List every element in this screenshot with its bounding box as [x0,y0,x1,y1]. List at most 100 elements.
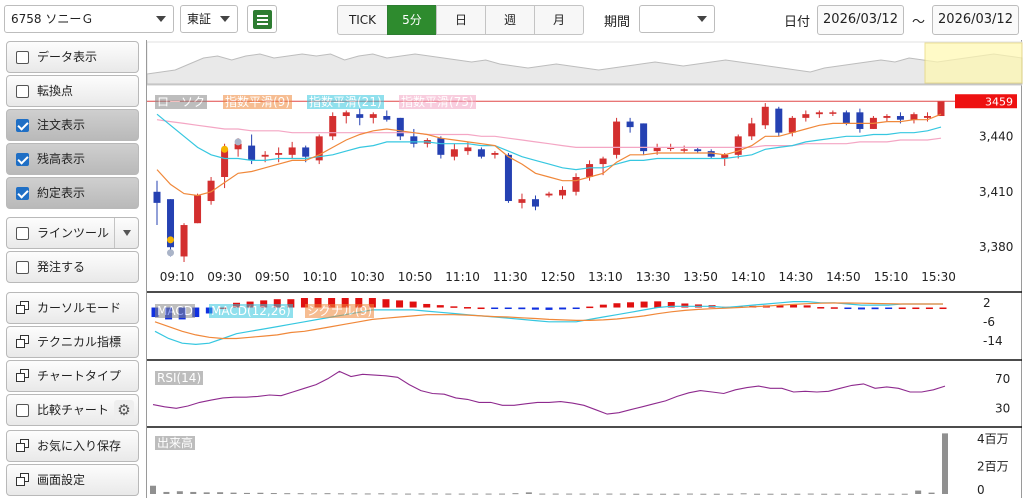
legend-ema75: 指数平滑(75) [399,95,476,109]
place-order-toggle[interactable]: 発注する [6,251,139,283]
candle [437,138,445,155]
candle [761,106,769,126]
date-from-input[interactable]: 2026/03/12 [817,5,904,35]
turning-point-toggle[interactable]: 転換点 [6,75,139,107]
window-icon [16,301,30,315]
line-tool-dropdown[interactable] [114,218,140,248]
chevron-down-icon [220,16,230,22]
legend-macd-line: MACD(12,26) [209,304,293,318]
tab-month[interactable]: 月 [534,5,584,35]
volume-bar [512,493,519,495]
tab-tick[interactable]: TICK [337,5,388,35]
screen-settings-button[interactable]: 画面設定 [6,464,139,496]
candle [653,147,661,152]
macd-bar [586,306,594,309]
legend-signal: シグナル(9) [305,304,374,318]
candle [842,112,850,124]
candle [531,199,539,207]
volume-bar [727,493,734,495]
volume-bar [351,493,358,495]
time-axis-label: 10:30 [350,270,385,284]
cursor-mode-button[interactable]: カーソルモード [6,292,139,324]
volume-bar [767,493,774,495]
save-favorite-label: お気に入り保存 [37,439,122,453]
macd-bar [627,302,635,308]
price-axis-label: 3,380 [979,240,1013,254]
period-select[interactable] [639,5,715,33]
gear-icon[interactable]: ⚙ [114,400,134,420]
execution-display-toggle[interactable]: 約定表示 [6,177,139,209]
line-tool-toggle[interactable]: ラインツール [6,217,139,249]
macd-bar [273,299,281,308]
volume-axis-label: 2百万 [977,459,1009,473]
candle [302,147,310,157]
volume-bar [243,492,250,494]
candle [450,149,458,157]
chart-type-button[interactable]: チャートタイプ [6,360,139,392]
ema21-line [156,113,942,171]
candle [775,108,783,133]
macd-bar [559,307,567,310]
volume-bar [888,493,895,495]
volume-bars [150,433,948,495]
market-select[interactable]: 東証 [180,5,238,33]
macd-bar [599,304,607,308]
volume-bar [928,492,935,494]
volume-bar [848,493,855,495]
volume-bar [686,493,693,495]
date-to-input[interactable]: 2026/03/12 [932,5,1019,35]
balance-display-label: 残高表示 [37,152,86,166]
volume-bar [270,493,277,495]
candle [545,193,553,196]
macd-bar [463,307,471,309]
volume-bar [807,493,814,495]
macd-bar [640,301,648,308]
volume-bar [606,493,613,495]
balance-display-toggle[interactable]: 残高表示 [6,143,139,175]
date-separator: ～ [912,15,926,30]
tab-week[interactable]: 週 [485,5,535,35]
volume-bar [445,493,452,495]
macd-bar [803,305,811,308]
candle [640,123,648,152]
volume-bar [834,493,841,495]
volume-bar [740,493,747,495]
compare-chart-toggle[interactable]: 比較チャート ⚙ [6,394,139,426]
macd-bar [450,306,458,308]
list-button[interactable] [247,5,277,33]
volume-bar [713,493,720,495]
checkbox-icon [16,261,29,274]
candle [910,114,918,120]
order-display-toggle[interactable]: 注文表示 [6,109,139,141]
volume-bar [230,492,237,494]
symbol-select[interactable]: 6758 ソニーＧ [4,5,174,33]
data-display-toggle[interactable]: データ表示 [6,41,139,73]
volume-bar [780,493,787,495]
technical-button[interactable]: テクニカル指標 [6,326,139,358]
volume-bar [874,493,881,495]
macd-bar [518,307,526,310]
tab-5min[interactable]: 5分 [387,5,437,35]
save-favorite-button[interactable]: お気に入り保存 [6,430,139,462]
checkbox-checked-icon [16,153,29,166]
candle [356,114,364,118]
execution-marker [221,145,229,153]
market-value: 東証 [187,12,212,26]
volume-bar [311,493,318,495]
macd-bar [681,303,689,308]
volume-bar [337,493,344,495]
volume-bar [485,493,492,495]
candle [748,123,756,137]
rsi-line [152,370,946,415]
candle [410,136,418,144]
volume-bar [378,493,385,495]
time-axis-label: 14:10 [731,270,766,284]
candle [599,158,607,165]
ema75-line [156,119,942,148]
chart-area[interactable]: 3459 3,440 3,410 3,380 09:10 09:30 09:50 10:10 1… [146,40,1023,498]
order-display-label: 注文表示 [37,118,86,132]
ema9-line [156,113,942,197]
tab-day[interactable]: 日 [436,5,486,35]
volume-bar [418,493,425,495]
candle [207,180,215,202]
